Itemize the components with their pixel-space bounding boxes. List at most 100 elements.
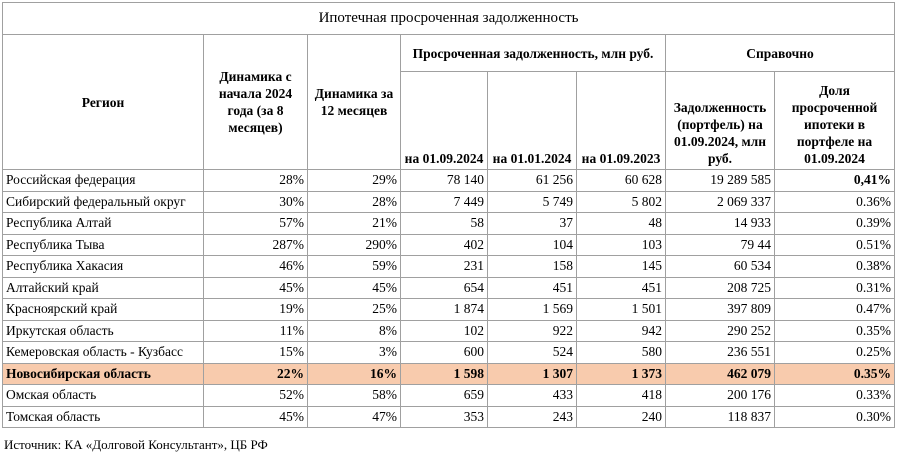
value-cell: 58% — [307, 384, 401, 407]
value-cell: 462 079 — [665, 362, 775, 385]
value-cell: 11% — [203, 319, 308, 342]
data-row: Республика Тыва 287% 290% 402 104 103 79 44 0.5… — [2, 233, 896, 256]
value-cell: 1 501 — [576, 298, 666, 321]
group-header: Справочно — [664, 34, 896, 72]
data-row: Республика Хакасия 46% 59% 231 158 145 60 534 0… — [2, 255, 896, 278]
value-cell: 5 749 — [487, 190, 577, 213]
value-cell: 8% — [307, 319, 401, 342]
region-cell: Республика Тыва — [2, 233, 204, 256]
column-header: на 01.09.2023 — [576, 71, 666, 170]
value-cell: 57% — [203, 212, 308, 235]
value-cell: 30% — [203, 190, 308, 213]
region-cell: Российская федерация — [2, 169, 204, 192]
value-cell: 48 — [576, 212, 666, 235]
value-cell: 103 — [576, 233, 666, 256]
column-header: на 01.09.2024 — [400, 71, 488, 170]
value-cell: 580 — [576, 341, 666, 364]
header-row: на 01.09.2024 на 01.01.2024 на 01.09.2023 З… — [3, 71, 896, 170]
value-cell: 15% — [203, 341, 308, 364]
value-cell: 19 289 585 — [665, 169, 775, 192]
value-cell: 22% — [203, 362, 308, 385]
value-cell: 942 — [576, 319, 666, 342]
value-cell: 0.33% — [773, 384, 896, 407]
value-cell: 243 — [487, 405, 577, 428]
value-cell: 433 — [487, 384, 577, 407]
value-cell: 451 — [576, 276, 666, 299]
value-cell: 290 252 — [665, 319, 775, 342]
value-cell: 118 837 — [665, 405, 775, 428]
column-header: Задолженность (портфель) на 01.09.2024, … — [665, 71, 775, 170]
value-cell: 1 307 — [487, 362, 577, 385]
region-cell: Новосибирская область — [2, 362, 204, 385]
value-cell: 0,41% — [773, 169, 896, 192]
value-cell: 45% — [203, 405, 308, 428]
region-cell: Алтайский край — [2, 276, 204, 299]
mortgage-table: Ипотечная просроченная задолженность Рег… — [1, 2, 896, 428]
column-header: Регион — [2, 34, 204, 170]
value-cell: 102 — [400, 319, 488, 342]
value-cell: 79 44 — [665, 233, 775, 256]
region-cell: Иркутская область — [2, 319, 204, 342]
value-cell: 1 598 — [400, 362, 488, 385]
value-cell: 208 725 — [665, 276, 775, 299]
value-cell: 290% — [307, 233, 401, 256]
value-cell: 600 — [400, 341, 488, 364]
region-cell: Сибирский федеральный округ — [2, 190, 204, 213]
value-cell: 3% — [307, 341, 401, 364]
data-row: Красноярский край 19% 25% 1 874 1 569 1 501 39… — [2, 298, 896, 321]
value-cell: 922 — [487, 319, 577, 342]
value-cell: 46% — [203, 255, 308, 278]
value-cell: 45% — [307, 276, 401, 299]
column-header: Динамика с начала 2024 года (за 8 месяце… — [203, 34, 308, 170]
value-cell: 0.47% — [773, 298, 896, 321]
value-cell: 200 176 — [665, 384, 775, 407]
value-cell: 397 809 — [665, 298, 775, 321]
value-cell: 45% — [203, 276, 308, 299]
region-cell: Красноярский край — [2, 298, 204, 321]
value-cell: 451 — [487, 276, 577, 299]
value-cell: 524 — [487, 341, 577, 364]
value-cell: 37 — [487, 212, 577, 235]
value-cell: 1 874 — [400, 298, 488, 321]
value-cell: 28% — [307, 190, 401, 213]
value-cell: 59% — [307, 255, 401, 278]
value-cell: 240 — [576, 405, 666, 428]
value-cell: 659 — [400, 384, 488, 407]
value-cell: 236 551 — [665, 341, 775, 364]
value-cell: 0.31% — [773, 276, 896, 299]
value-cell: 0.30% — [773, 405, 896, 428]
value-cell: 19% — [203, 298, 308, 321]
region-cell: Республика Хакасия — [2, 255, 204, 278]
value-cell: 2 069 337 — [665, 190, 775, 213]
value-cell: 52% — [203, 384, 308, 407]
value-cell: 0.38% — [773, 255, 896, 278]
value-cell: 60 534 — [665, 255, 775, 278]
region-cell: Томская область — [2, 405, 204, 428]
value-cell: 0.35% — [773, 319, 896, 342]
value-cell: 14 933 — [665, 212, 775, 235]
value-cell: 29% — [307, 169, 401, 192]
region-cell: Республика Алтай — [2, 212, 204, 235]
value-cell: 353 — [400, 405, 488, 428]
value-cell: 78 140 — [400, 169, 488, 192]
value-cell: 402 — [400, 233, 488, 256]
column-header: на 01.01.2024 — [487, 71, 577, 170]
region-cell: Омская область — [2, 384, 204, 407]
data-row: Сибирский федеральный округ 30% 28% 7 449 5 … — [2, 190, 896, 213]
column-header: Динамика за 12 месяцев — [307, 34, 401, 170]
value-cell: 0.51% — [773, 233, 896, 256]
data-row: Иркутская область 11% 8% 102 922 942 290 252 0.… — [2, 319, 896, 342]
value-cell: 58 — [400, 212, 488, 235]
group-header: Просроченная задолженность, млн руб. — [400, 34, 666, 72]
value-cell: 145 — [576, 255, 666, 278]
value-cell: 0.39% — [773, 212, 896, 235]
value-cell: 47% — [307, 405, 401, 428]
header-row: Регион Динамика с начала 2024 года (за 8 … — [2, 34, 896, 170]
value-cell: 0.36% — [773, 190, 896, 213]
value-cell: 1 373 — [576, 362, 666, 385]
value-cell: 16% — [307, 362, 401, 385]
value-cell: 25% — [307, 298, 401, 321]
data-row: Томская область 45% 47% 353 243 240 118 837 0.3… — [2, 405, 896, 428]
table-header: Ипотечная просроченная задолженность Рег… — [1, 2, 896, 170]
